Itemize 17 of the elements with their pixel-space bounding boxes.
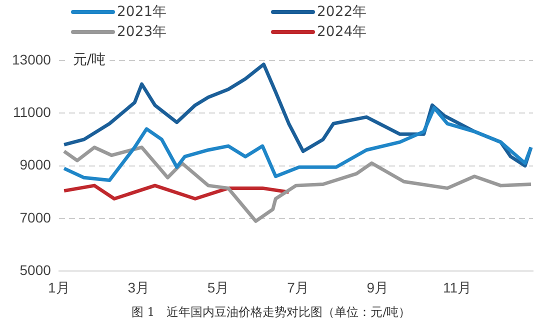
y-tick-label: 7000 [20,209,52,226]
caption: 图 1 近年国内豆油价格走势对比图（单位：元/吨） [130,304,412,321]
x-tick-label: 9月 [366,279,389,296]
y-tick-label: 9000 [20,156,52,173]
legend-label: 2021年 [117,3,167,21]
legend-label: 2022年 [317,3,367,21]
y-tick-label: 11000 [13,104,52,120]
y-axis-title: 元/吨 [72,52,106,68]
x-tick-label: 1月 [48,279,70,296]
x-tick-label: 5月 [207,279,230,296]
legend-label: 2024年 [317,23,367,41]
legend-label: 2023年 [117,23,167,41]
y-tick-label: 5000 [20,262,52,278]
y-tick-label: 13000 [12,51,52,68]
x-tick-label: 11月 [443,279,472,296]
x-tick-label: 7月 [287,279,309,296]
x-tick-label: 3月 [128,279,150,296]
